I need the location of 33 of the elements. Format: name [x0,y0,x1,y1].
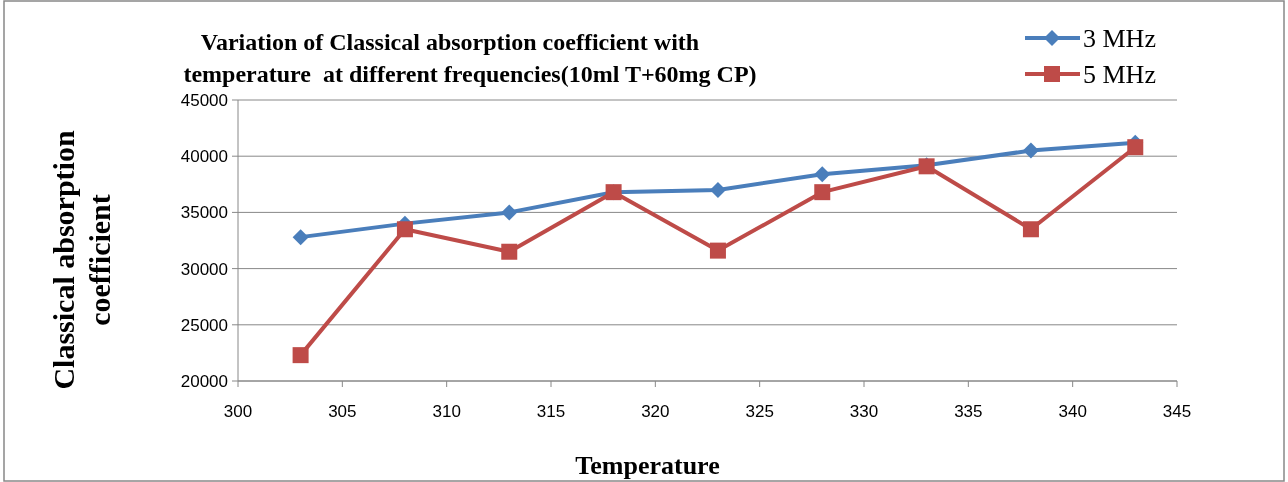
x-tick-label: 315 [536,402,566,421]
point [501,243,518,260]
point [814,166,831,183]
x-axis-title: Temperature [575,451,720,480]
x-tick-label: 310 [432,402,461,421]
x-tick-label: 335 [954,402,983,421]
y-tick-label: 25000 [180,315,228,335]
point [709,181,726,198]
point [501,204,518,221]
point [814,184,831,201]
x-tick-label: 305 [328,402,357,421]
point [396,221,413,238]
x-tick-label: 340 [1058,402,1087,421]
legend-label: 5 MHz [1083,60,1156,90]
point [292,229,309,246]
x-tick-label: 320 [641,402,670,421]
chart-title: Variation of Classical absorption coefficient with temperature at different frequencies(10ml T+60mg CP) [183,29,757,87]
point [709,242,726,259]
legend-label: 3 MHz [1083,24,1156,54]
y-axis-title: Classical absorption coefficient [47,130,116,390]
y-tick-label: 45000 [180,90,228,110]
point [1022,142,1039,159]
x-tick-label: 300 [223,402,253,421]
point [1127,139,1144,156]
y-tick-label: 20000 [180,371,228,391]
point [292,347,309,364]
x-tick-label: 330 [849,402,879,421]
y-tick-label: 40000 [180,147,228,167]
point [1022,221,1039,238]
y-tick-label: 30000 [180,259,228,279]
x-tick-label: 345 [1162,402,1192,421]
x-tick-label: 325 [745,402,774,421]
y-tick-label: 35000 [180,203,228,223]
